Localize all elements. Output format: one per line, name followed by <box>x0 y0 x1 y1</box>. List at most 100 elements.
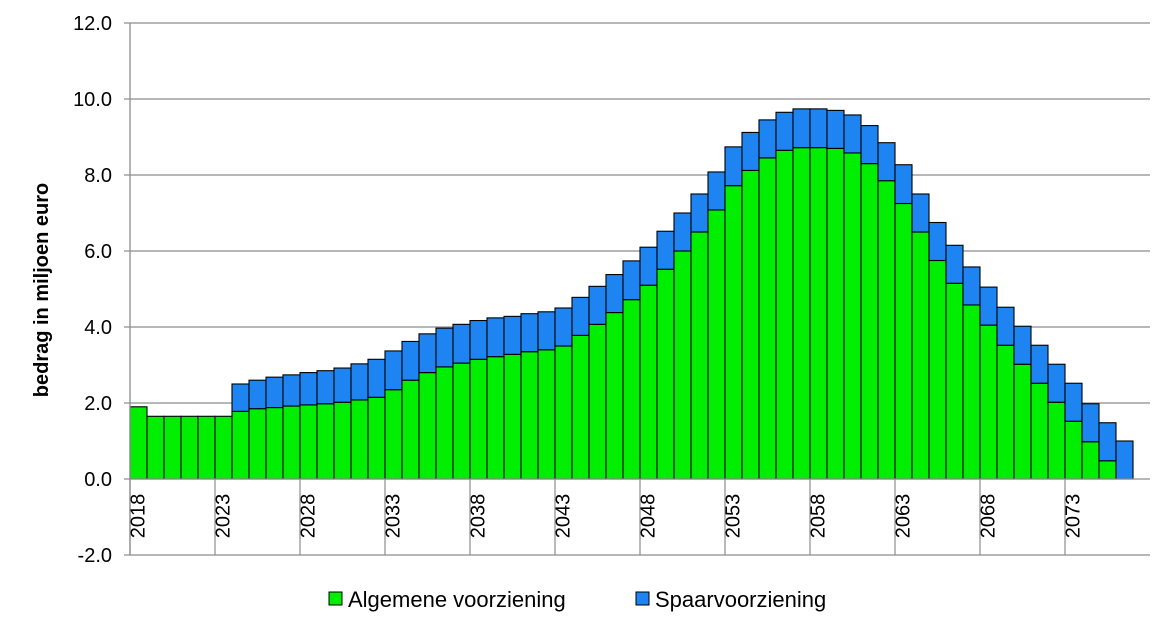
bar-spaar-2032 <box>367 358 386 398</box>
x-tick-label: 2043 <box>552 494 574 539</box>
bar-spaar-2048 <box>639 246 658 286</box>
bar-algemene-2034 <box>401 379 420 480</box>
bar-algemene-2057 <box>792 147 811 480</box>
y-tick-label: 2.0 <box>84 393 112 415</box>
bar-algemene-2043 <box>554 345 573 480</box>
bar-spaar-2044 <box>571 296 590 336</box>
y-tick-label: 8.0 <box>84 165 112 187</box>
bar-spaar-2072 <box>1047 363 1066 403</box>
bar-algemene-2066 <box>945 282 964 480</box>
bar-algemene-2021 <box>180 415 199 480</box>
bar-algemene-2032 <box>367 396 386 480</box>
bar-algemene-2053 <box>724 185 743 480</box>
bar-spaar-2035 <box>418 333 437 374</box>
bar-spaar-2034 <box>401 340 420 381</box>
bar-spaar-2046 <box>605 274 624 314</box>
bar-spaar-2050 <box>673 212 692 252</box>
bar-spaar-2037 <box>452 323 471 364</box>
bar-algemene-2073 <box>1064 420 1083 480</box>
bar-algemene-2051 <box>690 231 709 480</box>
bar-algemene-2035 <box>418 372 437 480</box>
bar-spaar-2026 <box>265 376 284 409</box>
bar-algemene-2052 <box>707 209 726 480</box>
y-tick-label: 0.0 <box>84 469 112 491</box>
bar-spaar-2049 <box>656 230 675 270</box>
bar-algemene-2039 <box>486 356 505 480</box>
y-tick-label: 12.0 <box>73 13 112 35</box>
y-tick-label: 6.0 <box>84 241 112 263</box>
bars <box>129 108 1134 480</box>
bar-spaar-2062 <box>877 142 896 182</box>
legend-swatch-spaar <box>635 591 650 606</box>
bar-algemene-2059 <box>826 147 845 480</box>
bar-spaar-2028 <box>299 372 318 406</box>
x-tick-labels: 2018 2023 2028 2033 2038 2043 2048 2053 2058 2063… <box>127 479 1084 555</box>
bar-spaar-2071 <box>1030 344 1049 384</box>
bar-spaar-2064 <box>911 193 930 233</box>
bar-spaar-2031 <box>350 363 369 401</box>
x-tick-label: 2023 <box>212 494 234 539</box>
x-tick-label: 2073 <box>1062 494 1084 539</box>
bar-spaar-2059 <box>826 109 845 149</box>
bar-spaar-2033 <box>384 350 403 391</box>
x-tick-label: 2053 <box>722 494 744 539</box>
bar-algemene-2027 <box>282 405 301 480</box>
bar-algemene-2042 <box>537 349 556 480</box>
bar-algemene-2028 <box>299 404 318 480</box>
legend-label-algemene: Algemene voorziening <box>348 587 566 612</box>
bar-spaar-2065 <box>928 221 947 262</box>
bar-algemene-2026 <box>265 407 284 480</box>
bar-spaar-2024 <box>231 383 250 412</box>
bar-spaar-2040 <box>503 315 522 355</box>
bar-algemene-2020 <box>163 415 182 480</box>
bar-spaar-2057 <box>792 108 811 149</box>
bar-algemene-2058 <box>809 147 828 480</box>
bar-algemene-2069 <box>996 344 1015 480</box>
bar-algemene-2055 <box>758 157 777 480</box>
bar-algemene-2050 <box>673 250 692 480</box>
legend-swatch-algemene <box>328 591 343 606</box>
x-tick-label: 2028 <box>297 494 319 539</box>
bar-algemene-2047 <box>622 299 641 480</box>
bar-algemene-2068 <box>979 324 998 480</box>
bar-algemene-2022 <box>197 415 216 480</box>
bar-algemene-2063 <box>894 202 913 480</box>
bar-algemene-2037 <box>452 362 471 480</box>
bar-spaar-2056 <box>775 111 794 151</box>
bar-spaar-2042 <box>537 311 556 351</box>
bar-spaar-2038 <box>469 319 488 360</box>
bar-algemene-2044 <box>571 334 590 480</box>
y-tick-labels: 12.0 10.0 8.0 6.0 4.0 2.0 0.0 -2.0 <box>73 13 112 567</box>
bar-spaar-2074 <box>1081 403 1100 443</box>
bar-spaar-2061 <box>860 125 879 165</box>
bar-spaar-2067 <box>962 266 981 306</box>
bar-algemene-2070 <box>1013 363 1032 480</box>
bar-algemene-2049 <box>656 268 675 480</box>
bar-spaar-2027 <box>282 374 301 407</box>
bar-spaar-2030 <box>333 367 352 403</box>
bar-algemene-2067 <box>962 304 981 480</box>
bar-algemene-2024 <box>231 410 250 480</box>
bar-spaar-2045 <box>588 285 607 325</box>
bar-spaar-2029 <box>316 370 335 405</box>
bar-spaar-2041 <box>520 313 539 353</box>
bar-algemene-2036 <box>435 366 454 480</box>
bar-algemene-2074 <box>1081 441 1100 480</box>
bar-algemene-2060 <box>843 152 862 480</box>
bar-algemene-2045 <box>588 323 607 480</box>
bar-spaar-2066 <box>945 244 964 284</box>
bar-algemene-2071 <box>1030 382 1049 480</box>
bar-spaar-2052 <box>707 171 726 211</box>
x-tick-label: 2018 <box>127 494 149 539</box>
bar-algemene-2041 <box>520 351 539 480</box>
bar-spaar-2055 <box>758 119 777 159</box>
bar-algemene-2033 <box>384 389 403 480</box>
y-tick-label: -2.0 <box>78 545 112 567</box>
x-tick-label: 2048 <box>637 494 659 539</box>
bar-spaar-2051 <box>690 193 709 233</box>
bar-spaar-2058 <box>809 108 828 149</box>
bar-spaar-2047 <box>622 260 641 301</box>
bar-algemene-2038 <box>469 358 488 480</box>
x-tick-label: 2038 <box>467 494 489 539</box>
bar-algemene-2061 <box>860 163 879 480</box>
